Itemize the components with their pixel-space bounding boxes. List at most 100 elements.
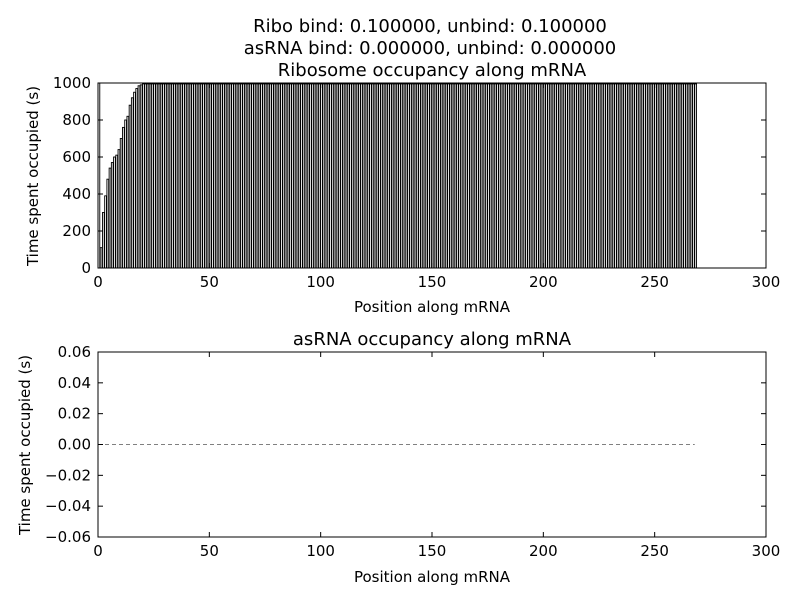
ribosome-bar — [533, 83, 537, 269]
ribosome-bar — [130, 97, 134, 269]
ribosome-bar — [329, 83, 332, 269]
ribosome-bar — [175, 83, 179, 269]
ribosome-bar — [576, 83, 579, 269]
ribosome-bar — [391, 83, 395, 269]
ribosome-bar — [518, 83, 522, 269]
ribosome-bar — [162, 83, 165, 269]
ribosome-bar — [324, 83, 328, 269]
ribosome-bar — [202, 83, 205, 269]
ribosome-bar — [317, 83, 321, 269]
ribosome-bar — [440, 83, 444, 269]
ribosome-y-axis-label: Time spent occupied (s) — [24, 86, 42, 267]
ribosome-bar — [351, 83, 355, 269]
ribosome-bar — [614, 83, 617, 269]
ribosome-bar — [237, 83, 241, 269]
ribosome-bar — [264, 83, 268, 269]
ribosome-bar — [142, 83, 145, 269]
asrna-x-tick-label: 250 — [640, 542, 669, 560]
ribosome-bar — [199, 83, 203, 269]
ribosome-bar — [654, 83, 657, 269]
ribosome-bar — [545, 83, 548, 269]
asrna-x-tick-label: 0 — [93, 542, 103, 560]
ribosome-bar — [629, 83, 633, 269]
ribosome-bar — [186, 83, 190, 269]
ribosome-x-ticks: 0 50 100 150 200 250 300 — [93, 83, 780, 291]
ribosome-bar — [335, 83, 339, 269]
ribosome-bar — [560, 83, 564, 269]
ribosome-bar — [104, 195, 107, 269]
ribosome-chart-title: Ribosome occupancy along mRNA — [278, 60, 587, 81]
ribosome-bar — [453, 83, 457, 269]
ribosome-bar — [235, 83, 239, 269]
ribosome-bar — [360, 83, 363, 269]
ribosome-bar — [222, 83, 225, 269]
ribosome-bar — [144, 83, 147, 269]
ribosome-bar — [184, 83, 188, 269]
asrna-x-tick-label: 300 — [752, 542, 781, 560]
ribosome-bar — [678, 83, 682, 269]
ribosome-bar — [260, 83, 263, 269]
ribosome-bar — [625, 83, 628, 269]
ribosome-bar — [271, 83, 274, 269]
ribosome-bar — [609, 83, 613, 269]
ribosome-bar — [197, 83, 201, 269]
ribosome-bar — [344, 83, 348, 269]
ribosome-bar — [286, 83, 290, 269]
ribosome-bar — [353, 83, 357, 269]
ribosome-x-tick-label: 50 — [200, 273, 219, 291]
ribosome-bar — [620, 83, 624, 269]
ribosome-bar — [240, 83, 243, 269]
ribosome-bar — [119, 138, 123, 269]
ribosome-bar — [643, 83, 646, 269]
ribosome-bar — [355, 83, 359, 269]
ribosome-bar — [246, 83, 250, 269]
ribosome-bar — [133, 91, 136, 269]
ribosome-bar — [126, 115, 130, 269]
ribosome-bar — [502, 83, 506, 269]
ribosome-bar — [150, 83, 154, 269]
ribosome-bar — [115, 154, 119, 269]
ribosome-bar — [558, 83, 562, 269]
ribosome-bar — [124, 119, 127, 269]
ribosome-bar — [651, 83, 655, 269]
ribosome-bar — [458, 83, 461, 269]
ribosome-bar — [565, 83, 568, 269]
ribosome-bar — [640, 83, 644, 269]
ribosome-bar — [108, 167, 112, 269]
ribosome-bar — [420, 83, 424, 269]
ribosome-bar — [400, 83, 404, 269]
ribosome-occupancy-chart: Ribosome occupancy along mRNA 0 50 100 150 2… — [24, 60, 780, 316]
ribosome-bar — [520, 83, 524, 269]
ribosome-bar — [484, 83, 488, 269]
ribosome-bar — [280, 83, 283, 269]
ribosome-bar — [594, 83, 597, 269]
ribosome-y-tick-label: 600 — [62, 148, 91, 166]
ribosome-bar — [567, 83, 571, 269]
ribosome-bar — [634, 83, 637, 269]
ribosome-bar — [623, 83, 626, 269]
asrna-y-tick-label: 0.02 — [58, 405, 91, 423]
ribosome-bar — [266, 83, 270, 269]
ribosome-bar — [415, 83, 419, 269]
ribosome-bar — [493, 83, 497, 269]
ribosome-x-tick-label: 100 — [306, 273, 335, 291]
ribosome-bar — [338, 83, 341, 269]
ribosome-bar — [389, 83, 392, 269]
ribosome-x-tick-label: 300 — [752, 273, 781, 291]
ribosome-bar — [195, 83, 199, 269]
ribosome-bar — [422, 83, 426, 269]
ribosome-bar — [402, 83, 406, 269]
ribosome-y-tick-label: 200 — [62, 222, 91, 240]
ribosome-bar — [551, 83, 555, 269]
ribosome-bar — [638, 83, 642, 269]
ribosome-bar — [531, 83, 535, 269]
ribosome-bar — [611, 83, 615, 269]
ribosome-bar — [507, 83, 510, 269]
asrna-x-ticks: 0 50 100 150 200 250 300 — [93, 352, 780, 560]
ribosome-bar — [342, 83, 346, 269]
ribosome-bar — [582, 83, 586, 269]
ribosome-bar — [358, 83, 361, 269]
ribosome-bar — [371, 83, 375, 269]
ribosome-bar — [248, 83, 252, 269]
